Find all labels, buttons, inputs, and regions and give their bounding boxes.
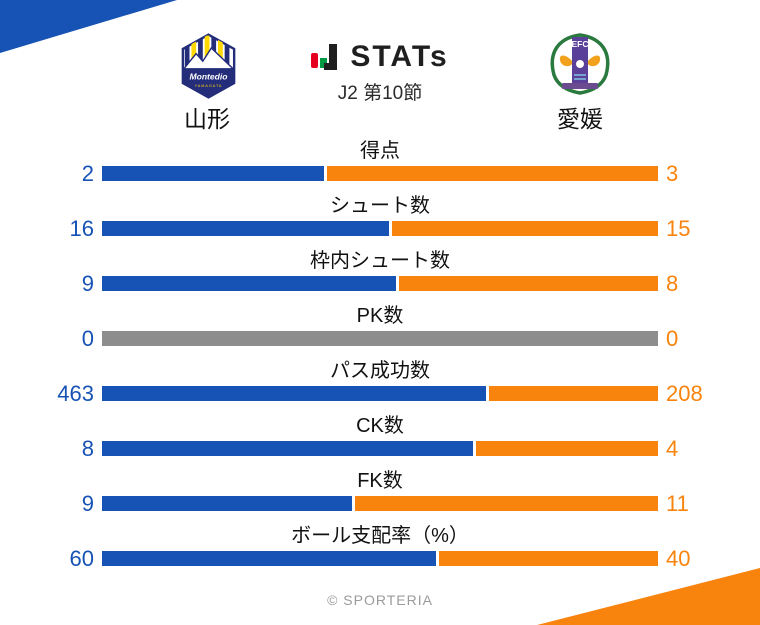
stat-label: パス成功数 xyxy=(330,360,430,382)
stat-bar xyxy=(102,441,658,456)
stat-row: ボール支配率（%） 60 40 xyxy=(0,518,760,573)
stat-right-value: 4 xyxy=(666,436,679,461)
stat-bar-left xyxy=(102,441,473,456)
stat-bar-left xyxy=(102,386,486,401)
stat-right-value: 15 xyxy=(666,216,691,241)
stat-row: シュート数 16 15 xyxy=(0,188,760,243)
stats-logo: STATs xyxy=(0,42,760,72)
stat-bar-row: 8 4 xyxy=(0,436,760,461)
stat-right-value: 3 xyxy=(666,161,679,186)
stat-left-value: 463 xyxy=(57,381,94,406)
stat-bar-left xyxy=(102,551,436,566)
stat-bar-left xyxy=(102,276,397,291)
stat-label: 枠内シュート数 xyxy=(310,250,450,272)
stat-bar-right xyxy=(327,166,658,181)
stat-bar-left xyxy=(102,221,389,236)
stat-bar xyxy=(102,386,658,401)
stat-label: 得点 xyxy=(360,140,400,162)
montedio-yamagata-crest-image: Montedio YAMAGATA xyxy=(181,33,236,99)
stat-bar xyxy=(102,166,658,181)
stat-label: ボール支配率（%） xyxy=(291,525,469,547)
stat-bar-right xyxy=(438,551,658,566)
stat-right-value: 208 xyxy=(666,381,703,406)
stat-bar xyxy=(102,276,658,291)
stat-bar xyxy=(102,496,658,511)
stat-bar-row: 16 15 xyxy=(0,216,760,241)
credit-text: © SPORTERIA xyxy=(327,592,433,608)
stat-label: PK数 xyxy=(356,305,404,327)
stat-label: シュート数 xyxy=(330,195,430,217)
stat-row: FK数 9 11 xyxy=(0,463,760,518)
stat-left-value: 8 xyxy=(81,436,94,461)
stat-bar-zero xyxy=(102,331,658,346)
ehime-fc-crest-image: EFC xyxy=(550,33,610,95)
stat-bar-right xyxy=(488,386,658,401)
stat-left-value: 9 xyxy=(81,271,94,296)
right-team-name: 愛媛 xyxy=(557,106,603,132)
stat-label: FK数 xyxy=(357,470,403,492)
j-stats-bar-icon xyxy=(311,43,338,70)
stat-right-value: 8 xyxy=(666,271,679,296)
stat-bar-row: 0 0 xyxy=(0,326,760,351)
stat-bar-left xyxy=(102,496,353,511)
match-subtitle: J2 第10節 xyxy=(337,83,423,104)
stat-right-value: 11 xyxy=(666,491,689,516)
stat-bar-row: 9 11 xyxy=(0,491,760,516)
crest-script-text: Montedio xyxy=(190,71,228,81)
stat-bar-right xyxy=(391,221,658,236)
stat-right-value: 40 xyxy=(666,546,691,571)
stat-bar-row: 60 40 xyxy=(0,546,760,571)
stat-bar-row: 463 208 xyxy=(0,381,760,406)
stat-left-value: 60 xyxy=(69,546,94,571)
stat-row: 枠内シュート数 9 8 xyxy=(0,243,760,298)
stat-left-value: 16 xyxy=(69,216,94,241)
stat-bar-right xyxy=(399,276,658,291)
stat-row: CK数 8 4 xyxy=(0,408,760,463)
stat-left-value: 9 xyxy=(81,491,94,516)
crest-initials: EFC xyxy=(572,39,589,49)
stat-bar xyxy=(102,331,658,346)
left-team-name: 山形 xyxy=(184,106,230,132)
stat-bar xyxy=(102,551,658,566)
stat-right-value: 0 xyxy=(666,326,679,351)
stat-bar-left xyxy=(102,166,325,181)
stats-logo-text: STATs xyxy=(350,40,449,73)
stat-left-value: 0 xyxy=(81,326,94,351)
stat-row: PK数 0 0 xyxy=(0,298,760,353)
stat-label: CK数 xyxy=(356,415,404,437)
stat-left-value: 2 xyxy=(81,161,94,186)
header: Montedio YAMAGATA STATs J2 第10節 EFC 山形 愛… xyxy=(0,0,760,133)
crest-right-wing xyxy=(588,55,601,67)
stat-bar-row: 2 3 xyxy=(0,161,760,186)
stat-bar-right xyxy=(475,441,658,456)
stat-bar-right xyxy=(355,496,658,511)
stat-bar xyxy=(102,221,658,236)
crest-left-wing xyxy=(559,55,572,67)
stat-row: パス成功数 463 208 xyxy=(0,353,760,408)
crest-sub-text: YAMAGATA xyxy=(195,84,223,88)
stat-bar-row: 9 8 xyxy=(0,271,760,296)
stat-row: 得点 2 3 xyxy=(0,133,760,188)
stats-list: 得点 2 3 シュート数 16 15 枠内シュート数 9 xyxy=(0,133,760,573)
